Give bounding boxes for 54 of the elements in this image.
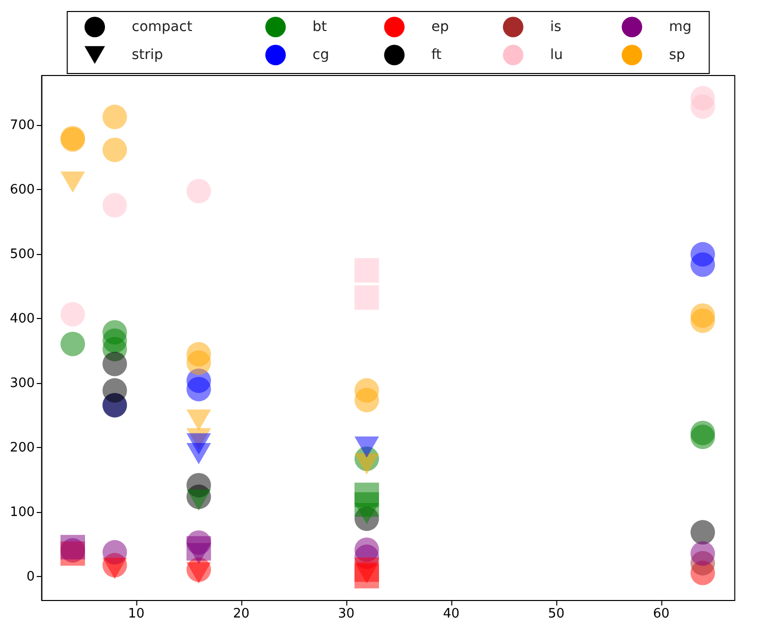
point bbox=[690, 424, 715, 450]
point bbox=[186, 536, 211, 561]
point bbox=[186, 178, 211, 204]
legend-label: sp bbox=[668, 47, 686, 63]
point bbox=[354, 285, 379, 310]
point bbox=[354, 258, 379, 283]
point bbox=[690, 252, 715, 277]
point bbox=[102, 193, 127, 218]
x-tick-label: 40 bbox=[442, 606, 460, 622]
y-tick-label: 100 bbox=[10, 505, 35, 520]
point bbox=[60, 332, 85, 356]
point bbox=[186, 350, 211, 375]
y-tick-label: 0 bbox=[26, 570, 35, 585]
legend-label: is bbox=[550, 19, 562, 35]
point bbox=[60, 302, 85, 327]
point bbox=[690, 520, 715, 544]
point bbox=[186, 442, 211, 464]
x-tick-label: 50 bbox=[548, 606, 565, 622]
point bbox=[60, 534, 85, 560]
point bbox=[102, 138, 127, 162]
y-tick-label: 300 bbox=[10, 376, 35, 392]
point bbox=[354, 436, 379, 458]
point bbox=[354, 453, 379, 475]
legend-label: cg bbox=[312, 47, 330, 63]
y-tick-label: 200 bbox=[10, 440, 35, 456]
point bbox=[186, 376, 211, 402]
point bbox=[186, 489, 211, 511]
point bbox=[102, 352, 127, 376]
point bbox=[354, 564, 379, 588]
point bbox=[354, 388, 379, 412]
point bbox=[186, 562, 211, 584]
legend-label: mg bbox=[668, 19, 692, 35]
point bbox=[186, 409, 211, 431]
legend-label: ft bbox=[431, 47, 442, 63]
y-tick-label: 700 bbox=[10, 118, 35, 134]
x-tick-label: 20 bbox=[232, 606, 250, 622]
x-tick-label: 30 bbox=[338, 606, 355, 622]
y-tick-label: 500 bbox=[10, 247, 35, 262]
point bbox=[102, 104, 127, 130]
point bbox=[690, 541, 715, 566]
legend-label: bt bbox=[312, 19, 328, 35]
point bbox=[102, 558, 127, 580]
legend-label: ep bbox=[431, 19, 449, 35]
point bbox=[690, 94, 715, 119]
legend-label: lu bbox=[550, 47, 563, 63]
point bbox=[690, 308, 715, 333]
x-tick-label: 10 bbox=[128, 606, 145, 622]
legend-label: strip bbox=[132, 47, 164, 63]
x-tick-label: 60 bbox=[652, 606, 670, 622]
y-tick-label: 400 bbox=[10, 312, 35, 327]
point bbox=[60, 171, 85, 193]
y-tick-label: 600 bbox=[10, 182, 35, 198]
legend-label: compact bbox=[132, 19, 193, 35]
point bbox=[354, 492, 379, 517]
